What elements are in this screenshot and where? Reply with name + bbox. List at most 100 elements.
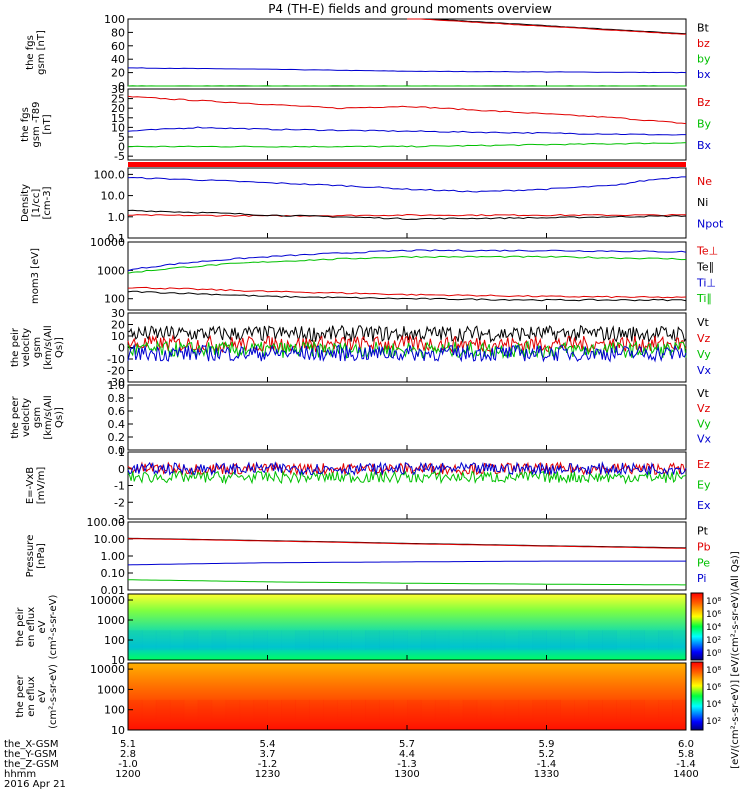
heatmap-cell: [602, 630, 617, 651]
series-line-peir-velocity-0: [128, 324, 687, 344]
y-tick-label: 20: [111, 67, 125, 80]
heatmap-cell: [434, 699, 450, 720]
y-tick-label: 0: [118, 80, 125, 93]
y-tick-label: 40: [111, 53, 125, 66]
panel-peer-en-eflux: 10 100 1000 10000 the peeren efluxeV(cm²-s-s…: [15, 662, 687, 737]
heatmap-cell: [532, 699, 547, 720]
y-tick-label: 0: [118, 463, 125, 476]
y-tick-label: 0: [118, 141, 125, 154]
footer-row-label: the_X-GSM: [4, 739, 58, 750]
y-tick-label: 0.1: [108, 232, 126, 245]
heatmap-cell: [644, 699, 659, 720]
heatmap-cell: [169, 699, 185, 720]
y-tick-label: 10.0: [101, 190, 126, 203]
series-line-fgs-gsm-1: [407, 18, 687, 35]
series-line-temperature-0: [127, 286, 687, 299]
panel-frame: [127, 521, 687, 591]
legend-temperature-3: Ti∥: [696, 292, 712, 305]
heatmap-cell: [602, 699, 617, 720]
legend-density-0: Ne: [697, 175, 712, 188]
heatmap-cell: [490, 699, 506, 720]
panel-peer-velocity: 0.00.20.40.60.81.0 the peervelocitygsm[km…: [10, 379, 712, 457]
series-line-fgs-gsm-t89-1: [127, 142, 687, 148]
footer-value: 1400: [673, 769, 698, 780]
legend-efield-2: Ex: [697, 499, 711, 512]
heatmap-cell: [365, 630, 380, 651]
y-axis-label: the peervelocitygsm[km/s(AllQs)]: [10, 395, 65, 439]
y-tick-label: 1.0: [108, 379, 126, 392]
heatmap-cell: [672, 699, 687, 720]
footer-value: 5.1: [120, 739, 136, 750]
legend-fgs-gsm-1: bz: [697, 37, 710, 50]
colorbar-tick: 10²: [706, 636, 721, 646]
legend-temperature-1: Te∥: [696, 260, 714, 273]
series-line-efield-1: [127, 469, 687, 485]
footer-value: -1.0: [118, 759, 138, 770]
heatmap-cell: [532, 630, 547, 651]
y-axis-label: the peeren efluxeV(cm²-s-sr-eV): [15, 664, 59, 729]
legend-temperature-0: Te⊥: [696, 245, 718, 258]
y-tick-label: 10: [111, 724, 125, 737]
y-axis-label: the peirvelocitygsm[km/s(AllQs)]: [10, 325, 65, 369]
heatmap-cell: [239, 699, 255, 720]
panel-peir-en-eflux: 10 100 1000 10000 the peiren efluxeV(cm²-s-s…: [15, 593, 687, 667]
heatmap-cell: [504, 699, 520, 720]
heatmap-cell: [658, 630, 673, 651]
series-line-density-0: [127, 213, 687, 217]
heatmap-cell: [574, 630, 589, 651]
y-tick-label: 10: [111, 330, 125, 343]
heatmap-cell: [225, 630, 241, 651]
legend-fgs-gsm-t89-1: By: [697, 118, 712, 131]
legend-fgs-gsm-2: by: [697, 53, 711, 66]
y-tick-label: 80: [111, 26, 125, 39]
heatmap-cell: [351, 630, 366, 651]
series-line-fgs-gsm-t89-2: [127, 126, 686, 136]
legend-peir-velocity-3: Vx: [697, 364, 712, 377]
legend-pressure-1: Pb: [697, 540, 711, 553]
y-tick-label: -20: [107, 365, 125, 378]
series-line-density-2: [127, 176, 686, 193]
y-tick-label: 0: [118, 342, 125, 355]
heatmap-cell: [630, 699, 645, 720]
legend-efield-1: Ey: [697, 479, 711, 492]
heatmap-cell: [560, 630, 575, 651]
y-axis-label: the fgsgsm [nT]: [25, 30, 47, 75]
footer-value: 1230: [255, 769, 280, 780]
series-line-fgs-gsm-0: [407, 18, 687, 35]
y-tick-label: 20: [111, 319, 125, 332]
legend-peer-velocity-0: Vt: [697, 387, 710, 400]
y-axis-label: Density[1/cc][cm-3]: [20, 184, 53, 222]
heatmap-cell: [337, 699, 352, 720]
legend-peir-velocity-2: Vy: [697, 348, 711, 361]
y-tick-label: 30: [111, 307, 125, 320]
heatmap-cell: [448, 699, 464, 720]
heatmap-cell: [253, 630, 268, 651]
heatmap-cell: [267, 699, 282, 720]
heatmap-cell: [420, 630, 436, 651]
colorbar-tick: 10⁴: [706, 700, 721, 710]
heatmap-cell: [351, 699, 366, 720]
y-tick-label: -1: [114, 480, 125, 493]
y-tick-label: 100: [104, 293, 125, 306]
y-axis-label: mom3 [eV]: [30, 248, 41, 304]
heatmap-cell: [323, 630, 338, 651]
panel-density: 0.1 1.0 10.0 100.0 Density[1/cc][cm-3] Ne Ni Np…: [20, 167, 724, 245]
legend-fgs-gsm-0: Bt: [697, 21, 710, 34]
y-tick-label: -3: [114, 513, 125, 526]
legend-density-2: Npot: [697, 217, 724, 230]
heatmap-cell: [546, 699, 561, 720]
heatmap-cell: [518, 630, 534, 651]
y-tick-label: 0.01: [101, 584, 126, 597]
heatmap-cell: [476, 630, 492, 651]
panel-pressure: 0.01 0.10 1.00 10.00 100.00 Pressure[nPa] Pt Pb…: [25, 516, 711, 597]
legend-efield-0: Ez: [697, 458, 710, 471]
y-tick-label: 10.00: [94, 533, 126, 546]
heatmap-cell: [169, 630, 185, 651]
footer-row-label: 2016 Apr 21: [4, 779, 66, 790]
heatmap-cell: [393, 699, 408, 720]
legend-peer-velocity-3: Vx: [697, 432, 712, 445]
footer-value: 5.8: [678, 749, 694, 760]
legend-fgs-gsm-t89-2: Bx: [697, 139, 712, 152]
y-axis-label: E=-VxB[mV/m]: [25, 467, 47, 505]
